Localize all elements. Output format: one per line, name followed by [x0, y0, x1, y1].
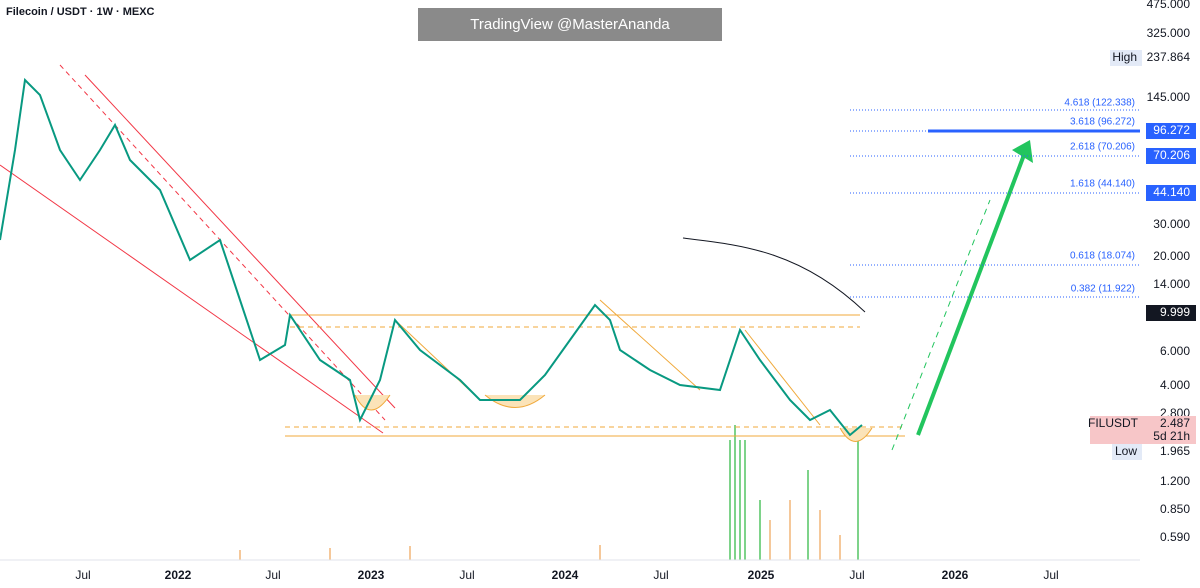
high-box: [1110, 50, 1142, 66]
ma-value: 9.999: [1160, 305, 1190, 319]
high-value: 237.864: [1147, 50, 1191, 64]
price-label: 0.850: [1160, 502, 1190, 516]
fib-tag-box: [1146, 123, 1196, 139]
volume: [239, 425, 859, 560]
time-label: Jul: [265, 568, 280, 582]
target-arrow: [916, 146, 1029, 436]
current-value: 2.487: [1160, 416, 1190, 430]
price-label: 325.000: [1147, 26, 1191, 40]
price-label: 1.200: [1160, 474, 1190, 488]
price-label: 0.590: [1160, 530, 1190, 544]
high-label: High: [1112, 50, 1137, 64]
time-label: 2023: [358, 568, 385, 582]
price-label: 475.000: [1147, 0, 1191, 11]
low-box: [1112, 444, 1142, 460]
symbol-title: Filecoin / USDT · 1W · MEXC: [6, 6, 155, 18]
fib-label: 1.618 (44.140): [1070, 179, 1135, 190]
fib-label: 0.618 (18.074): [1070, 251, 1135, 262]
fib-label: 3.618 (96.272): [1070, 117, 1135, 128]
current-box: [1090, 416, 1196, 444]
price-label: 14.000: [1153, 277, 1190, 291]
price-label: 20.000: [1153, 249, 1190, 263]
low-label: Low: [1115, 444, 1137, 458]
countdown: 5d 21h: [1153, 429, 1190, 443]
time-label: Jul: [1043, 568, 1058, 582]
fib-tag-box: [1146, 185, 1196, 201]
price-label: 30.000: [1153, 217, 1190, 231]
fib-label: 4.618 (122.338): [1064, 98, 1135, 109]
time-label: Jul: [653, 568, 668, 582]
projection: [891, 199, 991, 451]
time-label: 2024: [552, 568, 579, 582]
price-label: 6.000: [1160, 344, 1190, 358]
price-label: 4.000: [1160, 378, 1190, 392]
time-label: Jul: [459, 568, 474, 582]
time-label: 2026: [942, 568, 969, 582]
moving-average: [682, 237, 866, 313]
low-value: 1.965: [1160, 444, 1190, 458]
price-label: 145.000: [1147, 90, 1191, 104]
fib-tag: 44.140: [1153, 185, 1190, 199]
time-label: 2025: [748, 568, 775, 582]
fib-label: 0.382 (11.922): [1071, 284, 1135, 295]
fib-label: 2.618 (70.206): [1070, 142, 1135, 153]
fib-tag: 70.206: [1153, 148, 1190, 162]
time-label: Jul: [75, 568, 90, 582]
time-label: 2022: [165, 568, 192, 582]
ma-box: [1146, 305, 1196, 321]
arrow-head: [1012, 140, 1033, 163]
fib-tag: 96.272: [1153, 123, 1190, 137]
watermark-box: [418, 8, 722, 41]
fib-tag-box: [1146, 148, 1196, 164]
price-line: [0, 77, 863, 437]
current-symbol: FILUSDT: [1088, 416, 1139, 430]
watermark: TradingView @MasterAnanda: [470, 16, 670, 33]
time-label: Jul: [849, 568, 864, 582]
